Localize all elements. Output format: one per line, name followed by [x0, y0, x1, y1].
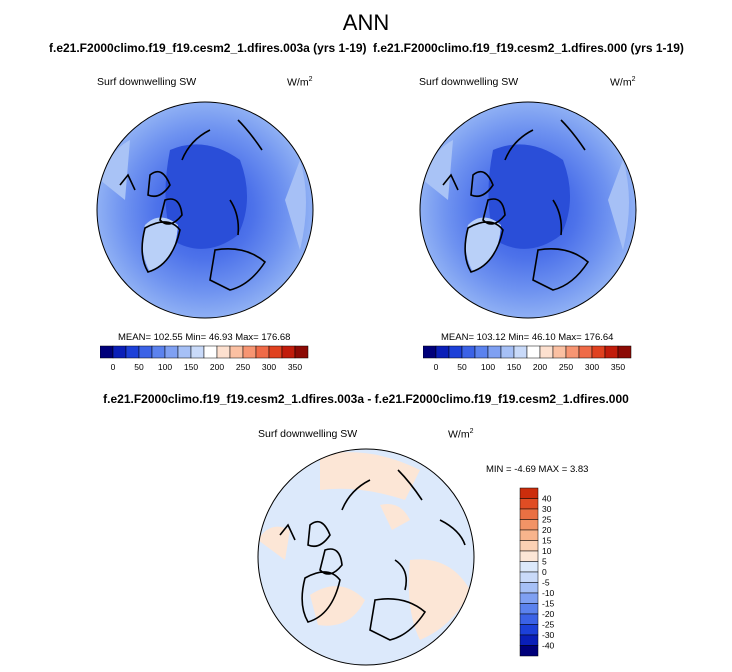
- colorbar-right-tick-label: 150: [507, 362, 521, 372]
- colorbar-left-swatch: [281, 345, 296, 359]
- units-label-difference: W/m2: [448, 428, 474, 441]
- colorbar-left-swatch: [177, 345, 192, 359]
- colorbar-right-swatch: [461, 345, 476, 359]
- colorbar-left-swatch: [151, 345, 166, 359]
- colorbar-difference-tick-label: 10: [542, 546, 552, 556]
- case-title-right: f.e21.F2000climo.f19_f19.cesm2_1.dfires.…: [373, 41, 684, 55]
- colorbar-right: 0 50 100 150 200 250 300 350: [423, 345, 632, 372]
- colorbar-left-swatch: [164, 345, 179, 359]
- colorbar-left-swatch: [203, 345, 218, 359]
- colorbar-difference-swatch: [519, 645, 539, 657]
- colorbar-left-tick-label: 150: [184, 362, 198, 372]
- main-title: ANN: [342, 10, 390, 35]
- colorbar-difference-tick-label: -15: [542, 599, 555, 609]
- colorbar-left-swatch: [242, 345, 257, 359]
- colorbar-right-swatch: [565, 345, 580, 359]
- colorbar-difference-tick-label: 0: [542, 567, 547, 577]
- colorbar-left-swatch: [294, 345, 309, 359]
- units-label-left: W/m2: [287, 76, 313, 89]
- colorbar-left-tick-label: 200: [210, 362, 224, 372]
- colorbar-difference-tick-label: 30: [542, 504, 552, 514]
- colorbar-difference-swatch: [519, 603, 539, 615]
- colorbar-difference-tick-label: 40: [542, 494, 552, 504]
- colorbar-left-swatch: [125, 345, 140, 359]
- colorbar-left-swatch: [255, 345, 270, 359]
- colorbar-left-tick-label: 0: [111, 362, 116, 372]
- colorbar-left-swatch: [100, 345, 114, 359]
- colorbar-left: 0 50 100 150 200 250 300 350: [100, 345, 309, 372]
- colorbar-left-swatch: [138, 345, 153, 359]
- stats-right: MEAN= 103.12 Min= 46.10 Max= 176.64: [441, 332, 614, 343]
- difference-title: f.e21.F2000climo.f19_f19.cesm2_1.dfires.…: [103, 392, 629, 406]
- variable-label-left: Surf downwelling SW: [97, 76, 197, 88]
- colorbar-right-tick-label: 200: [533, 362, 547, 372]
- colorbar-difference-swatch: [519, 540, 539, 552]
- colorbar-right-swatch: [435, 345, 450, 359]
- colorbar-right-swatch: [513, 345, 528, 359]
- colorbar-difference-swatch: [519, 519, 539, 531]
- colorbar-right-tick-label: 0: [434, 362, 439, 372]
- colorbar-left-tick-label: 100: [158, 362, 172, 372]
- colorbar-right-swatch: [423, 345, 437, 359]
- colorbar-difference-swatch: [519, 550, 539, 562]
- colorbar-difference-swatch: [519, 508, 539, 520]
- units-label-right: W/m2: [610, 76, 636, 89]
- colorbar-right-swatch: [578, 345, 593, 359]
- colorbar-right-swatch: [487, 345, 502, 359]
- polar-map-left: [96, 101, 314, 319]
- colorbar-right-swatch: [552, 345, 567, 359]
- colorbar-left-tick-label: 350: [288, 362, 302, 372]
- variable-label-right: Surf downwelling SW: [419, 76, 519, 88]
- colorbar-difference-swatch: [519, 498, 539, 510]
- colorbar-right-swatch: [526, 345, 541, 359]
- colorbar-difference-swatch: [519, 613, 539, 625]
- stats-left: MEAN= 102.55 Min= 46.93 Max= 176.68: [118, 332, 291, 343]
- colorbar-right-tick-label: 100: [481, 362, 495, 372]
- colorbar-difference-tick-label: -30: [542, 630, 555, 640]
- colorbar-difference-tick-label: 15: [542, 536, 552, 546]
- colorbar-right-swatch: [500, 345, 515, 359]
- colorbar-right-swatch: [604, 345, 619, 359]
- colorbar-difference-tick-label: -25: [542, 620, 555, 630]
- colorbar-difference-tick-label: -20: [542, 609, 555, 619]
- colorbar-right-tick-label: 350: [611, 362, 625, 372]
- colorbar-difference-swatch: [519, 582, 539, 594]
- colorbar-left-tick-label: 50: [134, 362, 144, 372]
- polar-map-right: [419, 101, 637, 319]
- colorbar-difference-swatch: [519, 487, 539, 499]
- colorbar-difference-tick-label: -5: [542, 578, 550, 588]
- case-title-left: f.e21.F2000climo.f19_f19.cesm2_1.dfires.…: [49, 41, 367, 55]
- polar-map-difference: [257, 448, 475, 666]
- colorbar-difference-tick-label: -40: [542, 641, 555, 651]
- colorbar-difference-tick-label: -10: [542, 588, 555, 598]
- colorbar-left-swatch: [229, 345, 244, 359]
- colorbar-difference-tick-label: 20: [542, 525, 552, 535]
- colorbar-difference-swatch: [519, 571, 539, 583]
- colorbar-right-swatch: [617, 345, 632, 359]
- colorbar-difference-swatch: [519, 561, 539, 573]
- colorbar-right-swatch: [539, 345, 554, 359]
- colorbar-difference-swatch: [519, 634, 539, 646]
- colorbar-right-swatch: [448, 345, 463, 359]
- colorbar-left-swatch: [268, 345, 283, 359]
- stats-difference: MIN = -4.69 MAX = 3.83: [486, 464, 589, 475]
- colorbar-left-swatch: [112, 345, 127, 359]
- colorbar-right-swatch: [474, 345, 489, 359]
- colorbar-difference-tick-label: 5: [542, 557, 547, 567]
- colorbar-difference-swatch: [519, 624, 539, 636]
- colorbar-difference-swatch: [519, 529, 539, 541]
- colorbar-right-swatch: [591, 345, 606, 359]
- colorbar-left-tick-label: 300: [262, 362, 276, 372]
- colorbar-left-swatch: [216, 345, 231, 359]
- colorbar-left-swatch: [190, 345, 205, 359]
- colorbar-right-tick-label: 300: [585, 362, 599, 372]
- colorbar-right-tick-label: 250: [559, 362, 573, 372]
- variable-label-difference: Surf downwelling SW: [258, 428, 358, 440]
- colorbar-left-tick-label: 250: [236, 362, 250, 372]
- colorbar-difference-tick-label: 25: [542, 515, 552, 525]
- colorbar-difference-swatch: [519, 592, 539, 604]
- colorbar-right-tick-label: 50: [457, 362, 467, 372]
